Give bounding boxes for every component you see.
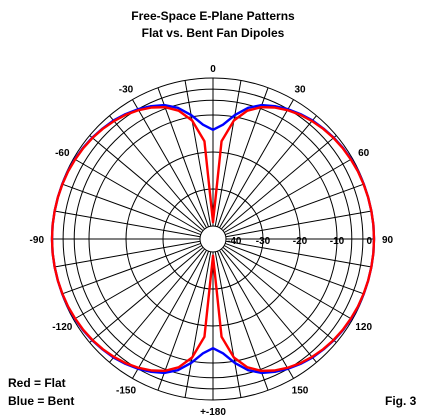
polar-grid: [51, 77, 375, 401]
grid-spoke: [222, 135, 337, 232]
center-circle: [199, 225, 227, 253]
grid-spoke: [224, 158, 353, 233]
radial-labels: 0 -10 -20 -30 -40: [227, 236, 372, 247]
angle-label: 0: [210, 64, 216, 75]
grid-spoke: [219, 99, 294, 228]
grid-spoke: [157, 251, 210, 391]
grid-spoke: [214, 80, 242, 227]
figure-label: Fig. 3: [385, 394, 417, 408]
chart-subtitle: Flat vs. Bent Fan Dipoles: [142, 26, 285, 40]
grid-spoke: [157, 87, 210, 227]
grid-spoke: [54, 210, 201, 238]
angle-label: -60: [55, 148, 70, 159]
grid-spoke: [184, 80, 212, 227]
radial-label: 0: [366, 236, 372, 247]
angle-label: 150: [292, 386, 309, 397]
angle-labels: 0 30 60 90 120 150 +-180 -150 -120 -90 -60 -30: [30, 64, 394, 415]
angle-label: -30: [119, 84, 134, 95]
angle-label: 60: [358, 148, 370, 159]
angle-label: -150: [116, 386, 136, 397]
angle-label: -90: [30, 235, 45, 246]
grid-spoke: [214, 251, 242, 398]
grid-spoke: [225, 242, 365, 295]
grid-spoke: [222, 246, 337, 343]
grid-spoke: [224, 245, 353, 320]
radial-label: -30: [256, 236, 271, 247]
angle-label: -120: [52, 322, 72, 333]
angle-label: 90: [382, 235, 394, 246]
grid-spoke: [54, 240, 201, 268]
series-layer: [50, 103, 376, 375]
grid-spoke: [216, 87, 269, 227]
grid-spoke: [89, 246, 204, 343]
grid-spoke: [109, 115, 206, 230]
grid-spoke: [73, 245, 202, 320]
grid-spoke: [132, 250, 207, 379]
grid-spoke: [225, 183, 365, 236]
legend-flat: Red = Flat: [8, 376, 66, 390]
angle-label: 120: [355, 322, 372, 333]
angle-label: 30: [294, 84, 306, 95]
legend-bent: Blue = Bent: [8, 394, 74, 408]
grid-spoke: [61, 183, 201, 236]
grid-spoke: [184, 251, 212, 398]
series-flat-line: [50, 105, 376, 373]
grid-spoke: [216, 251, 269, 391]
angle-label: +-180: [200, 407, 226, 415]
radial-label: -40: [227, 236, 242, 247]
grid-spoke: [61, 242, 201, 295]
grid-spoke: [220, 115, 317, 230]
grid-spoke: [73, 158, 202, 233]
grid-spoke: [132, 99, 207, 228]
grid-spoke: [89, 135, 204, 232]
radial-label: -10: [330, 236, 345, 247]
grid-spoke: [219, 250, 294, 379]
grid-spoke: [225, 240, 372, 268]
grid-spoke: [220, 248, 317, 363]
radial-label: -20: [293, 236, 308, 247]
grid-spoke: [109, 248, 206, 363]
grid-spoke: [225, 210, 372, 238]
chart-title: Free-Space E-Plane Patterns: [131, 9, 295, 23]
